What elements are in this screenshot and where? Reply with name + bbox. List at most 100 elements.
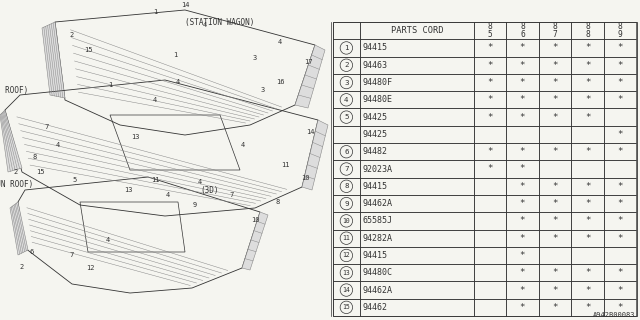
Text: 7: 7: [230, 192, 234, 198]
Text: 4: 4: [241, 142, 245, 148]
Bar: [604, 74, 636, 91]
Bar: [506, 299, 539, 316]
Bar: [539, 22, 572, 39]
Bar: [506, 247, 539, 264]
Text: *: *: [552, 113, 558, 122]
Text: *: *: [618, 285, 623, 294]
Bar: [360, 143, 474, 160]
Bar: [539, 299, 572, 316]
Text: 8: 8: [344, 183, 349, 189]
Bar: [572, 264, 604, 281]
Text: 17: 17: [304, 59, 312, 65]
Text: *: *: [585, 113, 591, 122]
Text: *: *: [520, 285, 525, 294]
Bar: [572, 22, 604, 39]
Text: *: *: [618, 78, 623, 87]
Text: *: *: [487, 147, 493, 156]
Bar: [360, 178, 474, 195]
Text: *: *: [487, 44, 493, 52]
Text: 94462: 94462: [363, 303, 388, 312]
Bar: [604, 247, 636, 264]
Text: 94415: 94415: [363, 251, 388, 260]
Text: (3D): (3D): [201, 186, 220, 195]
Bar: [539, 57, 572, 74]
Bar: [360, 264, 474, 281]
Text: *: *: [487, 61, 493, 70]
Text: *: *: [618, 95, 623, 104]
Bar: [506, 91, 539, 108]
Bar: [572, 160, 604, 178]
Bar: [604, 108, 636, 126]
Text: 7: 7: [70, 252, 74, 258]
Bar: [360, 91, 474, 108]
Text: 12: 12: [86, 265, 94, 271]
Bar: [539, 108, 572, 126]
Text: *: *: [585, 234, 591, 243]
Bar: [506, 229, 539, 247]
Text: 8: 8: [520, 22, 525, 31]
Bar: [360, 195, 474, 212]
Text: 4: 4: [56, 142, 60, 148]
Bar: [474, 281, 506, 299]
Text: 4: 4: [278, 39, 282, 45]
Bar: [572, 108, 604, 126]
Text: 94462A: 94462A: [363, 285, 393, 294]
Text: *: *: [552, 285, 558, 294]
Bar: [506, 195, 539, 212]
Text: 8: 8: [618, 22, 623, 31]
Bar: [604, 57, 636, 74]
Polygon shape: [295, 45, 325, 108]
Bar: [572, 299, 604, 316]
Text: A942B00083: A942B00083: [593, 312, 635, 318]
Bar: [333, 22, 360, 39]
Bar: [572, 247, 604, 264]
Text: 16: 16: [276, 79, 284, 85]
Bar: [572, 178, 604, 195]
Bar: [604, 178, 636, 195]
Text: 5: 5: [73, 177, 77, 183]
Text: 9: 9: [193, 202, 197, 208]
Polygon shape: [42, 22, 65, 98]
Text: *: *: [618, 216, 623, 225]
Text: 6: 6: [344, 149, 349, 155]
Bar: [506, 22, 539, 39]
Bar: [474, 229, 506, 247]
Text: 13: 13: [342, 270, 350, 276]
Text: *: *: [585, 147, 591, 156]
Text: *: *: [552, 61, 558, 70]
Text: *: *: [520, 95, 525, 104]
Bar: [506, 74, 539, 91]
Bar: [333, 108, 360, 126]
Text: *: *: [552, 303, 558, 312]
Bar: [572, 74, 604, 91]
Text: 7: 7: [553, 30, 557, 39]
Bar: [360, 281, 474, 299]
Text: *: *: [520, 78, 525, 87]
Bar: [360, 160, 474, 178]
Bar: [506, 212, 539, 229]
Bar: [539, 195, 572, 212]
Text: *: *: [585, 61, 591, 70]
Bar: [474, 160, 506, 178]
Bar: [604, 229, 636, 247]
Bar: [604, 39, 636, 57]
Text: 4: 4: [166, 192, 170, 198]
Text: 13: 13: [124, 187, 132, 193]
Bar: [604, 91, 636, 108]
Bar: [572, 91, 604, 108]
Bar: [474, 74, 506, 91]
Bar: [539, 143, 572, 160]
Text: (STATION WAGON): (STATION WAGON): [186, 18, 255, 27]
Bar: [360, 299, 474, 316]
Bar: [572, 39, 604, 57]
Bar: [604, 160, 636, 178]
Bar: [474, 247, 506, 264]
Text: *: *: [585, 95, 591, 104]
Text: *: *: [552, 216, 558, 225]
Text: *: *: [618, 234, 623, 243]
Text: 3: 3: [261, 87, 265, 93]
Text: *: *: [618, 199, 623, 208]
Text: *: *: [520, 199, 525, 208]
Bar: [539, 247, 572, 264]
Bar: [506, 108, 539, 126]
